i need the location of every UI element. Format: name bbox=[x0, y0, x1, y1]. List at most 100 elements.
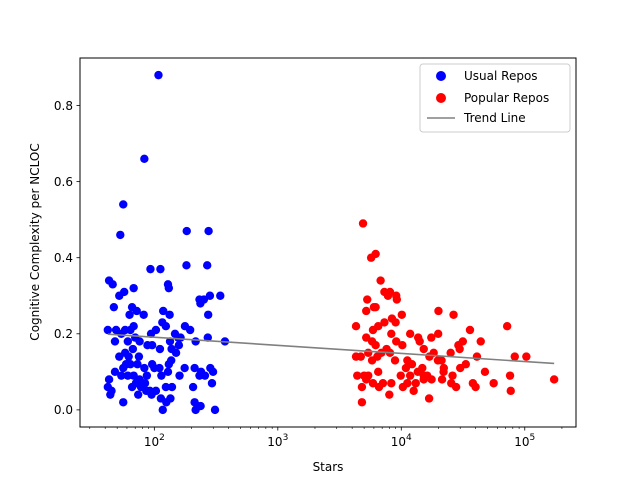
data-point bbox=[150, 363, 159, 373]
data-point bbox=[166, 394, 175, 403]
data-point bbox=[117, 371, 126, 380]
data-point bbox=[140, 154, 149, 164]
y-axis: 0.0 0.2 0.4 0.6 0.8 bbox=[54, 99, 80, 417]
data-point bbox=[446, 348, 455, 358]
data-point bbox=[126, 360, 135, 369]
data-point bbox=[210, 405, 220, 415]
legend-box bbox=[419, 63, 571, 133]
data-point bbox=[374, 382, 384, 392]
data-point bbox=[398, 341, 407, 350]
data-point bbox=[371, 302, 380, 312]
data-point bbox=[191, 337, 200, 346]
data-point bbox=[391, 318, 400, 327]
data-point bbox=[116, 230, 125, 240]
data-point bbox=[163, 367, 173, 377]
data-point bbox=[165, 310, 174, 319]
data-point bbox=[506, 386, 515, 396]
data-point bbox=[489, 379, 498, 388]
data-point bbox=[510, 352, 519, 361]
data-point bbox=[362, 306, 371, 316]
data-point bbox=[124, 352, 133, 361]
data-point bbox=[455, 344, 464, 354]
legend-label-usual: Usual Repos bbox=[464, 69, 538, 83]
data-point bbox=[373, 367, 383, 377]
data-point bbox=[175, 371, 184, 380]
data-point bbox=[157, 371, 166, 380]
data-point bbox=[140, 379, 150, 388]
data-point bbox=[480, 367, 490, 377]
data-point bbox=[371, 341, 380, 350]
axes-frame bbox=[79, 57, 577, 428]
data-point bbox=[405, 329, 415, 338]
data-point bbox=[155, 344, 165, 354]
data-point bbox=[451, 382, 461, 392]
data-point bbox=[351, 352, 361, 361]
data-point bbox=[129, 371, 138, 380]
data-point bbox=[207, 379, 217, 388]
data-point bbox=[132, 306, 141, 316]
data-point bbox=[357, 382, 367, 392]
data-point bbox=[151, 325, 161, 335]
data-point bbox=[171, 348, 181, 358]
data-point bbox=[140, 363, 149, 373]
data-point bbox=[159, 306, 168, 316]
data-point bbox=[434, 306, 443, 316]
data-point bbox=[373, 321, 383, 331]
data-point bbox=[119, 363, 128, 373]
data-point bbox=[133, 360, 142, 369]
x-tick-label: 104 bbox=[391, 433, 412, 449]
y-tick-label: 0.8 bbox=[54, 99, 73, 113]
data-point bbox=[411, 379, 420, 388]
data-point bbox=[120, 287, 129, 297]
data-point bbox=[127, 382, 137, 392]
data-point bbox=[108, 280, 117, 289]
data-point bbox=[351, 321, 361, 331]
data-point bbox=[363, 295, 372, 304]
data-point bbox=[185, 325, 195, 335]
data-point bbox=[203, 310, 213, 319]
data-point bbox=[364, 348, 373, 358]
data-point bbox=[472, 352, 482, 361]
trend-line bbox=[107, 333, 555, 365]
y-tick-label: 0.4 bbox=[54, 251, 73, 265]
data-point bbox=[109, 302, 119, 312]
data-point bbox=[190, 398, 199, 407]
legend-marker-usual bbox=[436, 71, 446, 81]
data-point bbox=[383, 291, 393, 300]
data-point bbox=[502, 321, 512, 331]
data-point bbox=[357, 398, 367, 407]
data-point bbox=[449, 310, 458, 319]
data-point bbox=[158, 405, 167, 415]
data-point bbox=[203, 261, 212, 270]
data-point bbox=[471, 382, 480, 392]
data-point bbox=[110, 367, 120, 377]
data-point bbox=[376, 276, 385, 285]
data-point bbox=[195, 371, 204, 380]
data-point bbox=[405, 371, 415, 380]
data-point bbox=[164, 283, 174, 293]
y-axis-label: Cognitive Complexity per NCLOC bbox=[28, 143, 42, 340]
data-point bbox=[465, 325, 475, 335]
data-point bbox=[387, 329, 396, 338]
data-point bbox=[123, 371, 133, 380]
data-point bbox=[165, 337, 175, 346]
data-point bbox=[208, 367, 218, 377]
data-point bbox=[427, 333, 436, 342]
data-point bbox=[427, 375, 436, 384]
data-point bbox=[161, 321, 171, 331]
data-point bbox=[392, 291, 401, 300]
data-point bbox=[476, 337, 485, 346]
data-point bbox=[151, 386, 161, 396]
x-tick-label: 103 bbox=[267, 433, 288, 449]
data-point bbox=[103, 325, 113, 335]
series-popular bbox=[351, 219, 559, 407]
data-point bbox=[216, 291, 225, 300]
data-point bbox=[380, 318, 389, 327]
data-point bbox=[413, 367, 422, 377]
data-point bbox=[433, 356, 443, 365]
data-point bbox=[188, 382, 198, 392]
data-point bbox=[119, 200, 128, 209]
data-point bbox=[458, 337, 468, 346]
data-point bbox=[129, 321, 138, 331]
data-point bbox=[362, 375, 371, 384]
